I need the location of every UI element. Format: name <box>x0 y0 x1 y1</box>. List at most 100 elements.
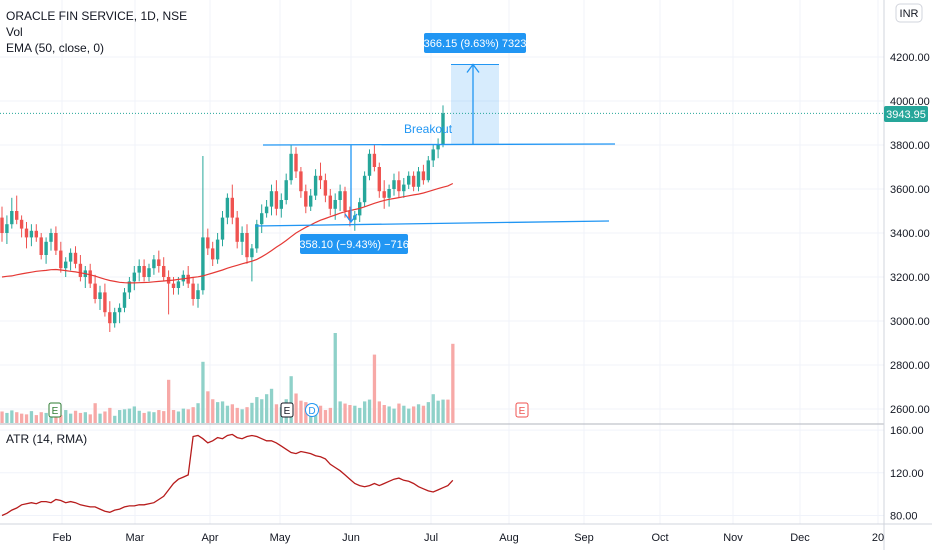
down-measure-label-bg <box>300 234 408 254</box>
candle-body <box>191 283 195 299</box>
candle-body <box>10 211 14 225</box>
volume-bar <box>446 399 450 423</box>
event-marker-label: D <box>308 406 315 417</box>
candle-body <box>34 230 38 238</box>
down-measure-label: −358.10 (−9.43%) −7162 <box>293 239 415 251</box>
volume-bar <box>402 405 406 423</box>
volume-bar <box>171 410 176 423</box>
candle-body <box>176 281 181 288</box>
candle-body <box>240 233 244 242</box>
symbol-title[interactable]: ORACLE FIN SERVICE, 1D, NSE <box>6 9 188 23</box>
volume-bar <box>451 343 455 423</box>
atr-legend[interactable]: ATR (14, RMA) <box>6 432 88 446</box>
candle-body <box>304 191 308 207</box>
candle-body <box>49 233 53 242</box>
volume-bar <box>98 413 102 423</box>
candle-body <box>152 259 156 269</box>
candle-body <box>402 184 406 192</box>
currency-badge[interactable]: INR <box>895 3 923 23</box>
price-tick-label: 2600.00 <box>890 404 930 416</box>
candle-body <box>362 175 367 203</box>
ema-line <box>1 182 454 284</box>
volume-bar <box>127 408 132 423</box>
candle-body <box>127 281 132 293</box>
volume-bar <box>323 410 328 423</box>
candle-body <box>294 153 298 172</box>
volume-bar <box>421 405 426 423</box>
volume-bar <box>230 404 234 423</box>
candle-body <box>171 283 176 288</box>
candle-body <box>382 191 386 198</box>
volume-bar <box>240 409 244 423</box>
volume-bar <box>108 407 112 423</box>
candle-body <box>137 266 141 273</box>
time-tick-label: Jul <box>424 532 438 544</box>
time-axis[interactable]: Feb Mar Apr May Jun Jul Aug Sep Oct Nov Dec 20 <box>53 532 885 544</box>
time-tick-label: Aug <box>499 532 519 544</box>
volume-bar <box>206 391 210 423</box>
ema-legend[interactable]: EMA (50, close, 0) <box>6 41 105 55</box>
price-axis[interactable]: 4200.00 4000.00 3800.00 3600.00 3400.00 3200.… <box>890 52 930 416</box>
candle-body <box>113 312 117 324</box>
candle-body <box>328 195 332 209</box>
up-measure-box <box>451 64 499 145</box>
time-tick-label: Oct <box>651 532 668 544</box>
candle-body <box>313 175 318 196</box>
volume-bar <box>431 394 435 423</box>
volume-bar <box>10 410 14 423</box>
volume-bar <box>34 415 38 423</box>
volume-bar <box>211 399 215 423</box>
price-tick-label: 4200.00 <box>890 52 930 64</box>
volume-bar <box>392 408 396 423</box>
up-measure-label: 366.15 (9.63%) 7323 <box>424 38 527 50</box>
volume-bar <box>0 411 4 423</box>
time-tick-label: Apr <box>201 532 218 544</box>
volume-bar <box>93 403 97 423</box>
candle-body <box>269 191 274 207</box>
candle-body <box>117 307 122 313</box>
volume-bar <box>255 397 259 423</box>
volume-bar <box>216 402 220 423</box>
up-arrow-icon <box>466 63 480 73</box>
candle-body <box>215 239 220 260</box>
candle-body <box>19 219 24 229</box>
volume-legend[interactable]: Vol <box>6 25 23 39</box>
price-tick-label: 4000.00 <box>890 96 930 108</box>
candlesticks <box>0 105 445 332</box>
candle-body <box>436 145 440 150</box>
candle-body <box>186 274 190 284</box>
volume-bar <box>147 411 151 423</box>
atr-axis[interactable]: 160.00 120.00 80.00 <box>890 425 924 522</box>
event-marker-label: E <box>284 406 291 417</box>
grid-lines <box>0 0 884 524</box>
volume-bar <box>152 412 156 423</box>
volume-bar <box>260 399 264 423</box>
volume-bar <box>118 410 122 423</box>
resistance-line <box>262 143 616 146</box>
volume-bar <box>29 411 34 423</box>
candle-body <box>421 171 426 181</box>
candle-body <box>93 283 97 299</box>
candle-body <box>225 197 230 218</box>
candle-body <box>333 200 337 209</box>
price-tick-label: 3800.00 <box>890 140 930 152</box>
volume-bar <box>265 394 269 423</box>
volume-bar <box>103 411 107 423</box>
earnings-marker-icon <box>280 402 294 418</box>
candle-body <box>318 175 323 181</box>
candle-body <box>397 180 401 192</box>
volume-bar <box>162 411 166 423</box>
up-measure-label-bg <box>424 33 526 53</box>
candle-body <box>181 274 185 282</box>
down-arrow-icon <box>344 213 358 224</box>
time-tick-label: Mar <box>126 532 145 544</box>
candle-body <box>162 266 166 277</box>
volume-bar <box>157 410 161 423</box>
volume-bar <box>235 407 239 423</box>
volume-bar <box>69 413 73 423</box>
volume-bar <box>220 401 225 423</box>
event-marker-label: E <box>52 406 59 417</box>
volume-bar <box>83 412 87 423</box>
volume-bar <box>191 407 195 423</box>
